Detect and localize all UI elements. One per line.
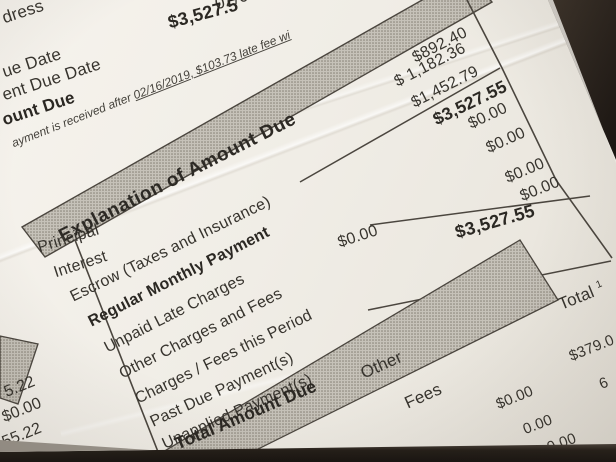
explanation-box-left-border — [74, 239, 163, 462]
left-table-header-fragment — [0, 335, 39, 405]
subtotal-rule-total — [369, 195, 591, 226]
background-bottom-left-shade — [0, 440, 150, 452]
explanation-box-right-border — [466, 0, 613, 259]
fees-table-header-band — [144, 239, 559, 462]
explanation-header-band — [20, 0, 494, 258]
background-bottom-strip — [0, 444, 616, 462]
subtotal-rule-monthly-payment — [299, 67, 501, 183]
